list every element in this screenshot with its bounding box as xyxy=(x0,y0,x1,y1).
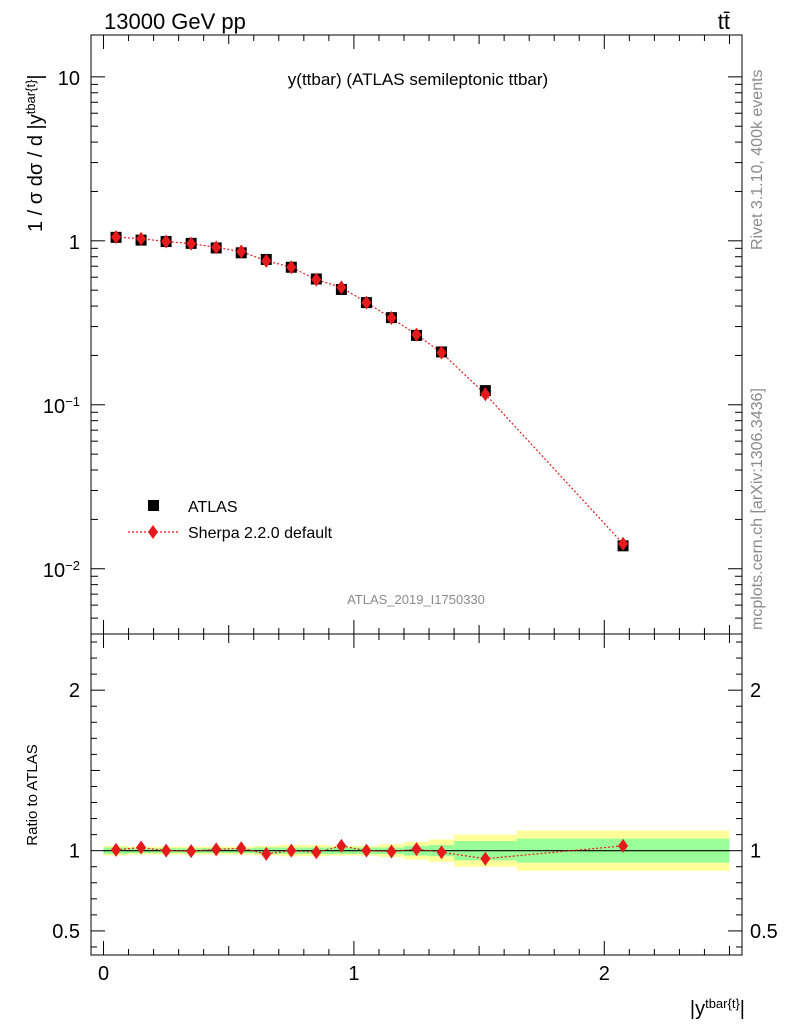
analysis-watermark: ATLAS_2019_I1750330 xyxy=(347,592,485,607)
x-tick-label: 2 xyxy=(599,963,610,985)
sherpa-point xyxy=(261,253,272,268)
legend-sherpa-marker xyxy=(148,525,158,539)
legend: ATLAS Sherpa 2.2.0 default xyxy=(128,499,333,542)
y-tick-label: 10−1 xyxy=(43,393,80,418)
ratio-sherpa-point xyxy=(618,838,629,853)
sherpa-point xyxy=(286,260,297,275)
legend-atlas-marker xyxy=(148,500,159,511)
ratio-panel-axes: 0.5 0.5 1 1 2 2 0 1 2 xyxy=(52,633,778,985)
ratio-y-axis-label: Ratio to ATLAS xyxy=(24,744,41,845)
sherpa-point xyxy=(236,244,247,259)
ratio-sherpa-point xyxy=(186,844,197,859)
ratio-sherpa-line xyxy=(115,845,624,860)
ratio-sherpa-point xyxy=(236,841,247,856)
sherpa-point xyxy=(211,240,222,255)
ratio-y-tick-label-left: 2 xyxy=(69,680,80,702)
ratio-sherpa-point xyxy=(411,842,422,857)
main-panel-markers xyxy=(110,230,629,552)
legend-atlas-label: ATLAS xyxy=(188,499,238,516)
sherpa-point xyxy=(386,311,397,326)
ratio-panel-curves xyxy=(115,845,624,860)
sherpa-point xyxy=(618,536,629,551)
header-energy-label: 13000 GeV pp xyxy=(104,9,246,34)
sherpa-point xyxy=(411,327,422,342)
svg-text:1 / σ dσ / d |ytbar{t}|: 1 / σ dσ / d |ytbar{t}| xyxy=(23,74,48,232)
y-tick-label: 1 xyxy=(69,232,80,254)
x-axis-label: |ytbar{t}| xyxy=(690,996,745,1021)
main-plot-title: y(ttbar) (ATLAS semileptonic ttbar) xyxy=(288,70,548,89)
ratio-y-tick-label-right: 0.5 xyxy=(750,921,778,943)
x-tick-label: 0 xyxy=(98,963,109,985)
ratio-sherpa-point xyxy=(480,851,491,866)
main-panel-curves xyxy=(115,236,624,545)
ratio-sherpa-point xyxy=(436,845,447,860)
ratio-sherpa-point xyxy=(211,842,222,857)
sherpa-point xyxy=(311,272,322,287)
sherpa-point xyxy=(480,387,491,402)
ratio-panel-markers xyxy=(111,838,629,866)
ratio-sherpa-point xyxy=(286,843,297,858)
sherpa-point xyxy=(336,280,347,295)
ratio-sherpa-point xyxy=(136,840,147,855)
ratio-y-tick-label-right: 1 xyxy=(750,841,761,863)
sherpa-point xyxy=(436,345,447,360)
ratio-sherpa-point xyxy=(386,844,397,859)
ratio-y-tick-label-left: 0.5 xyxy=(52,921,80,943)
sherpa-point xyxy=(161,234,172,249)
y-tick-label: 10−2 xyxy=(43,557,80,582)
mcplots-label: mcplots.cern.ch [arXiv:1306.3436] xyxy=(749,388,766,630)
svg-text:|ytbar{t}|: |ytbar{t}| xyxy=(690,996,745,1021)
ratio-y-tick-label-right: 2 xyxy=(750,680,761,702)
sherpa-point xyxy=(361,295,372,310)
ratio-sherpa-point xyxy=(336,838,347,853)
ratio-y-tick-label-left: 1 xyxy=(69,841,80,863)
rivet-version-label: Rivet 3.1.10, 400k events xyxy=(749,69,766,250)
sherpa-point xyxy=(111,230,122,245)
legend-sherpa-label: Sherpa 2.2.0 default xyxy=(188,525,333,542)
sherpa-line xyxy=(115,236,624,545)
ratio-sherpa-point xyxy=(311,845,322,860)
header-process-label: tt̄ xyxy=(718,9,730,34)
main-y-axis-label: 1 / σ dσ / d |ytbar{t}| xyxy=(23,74,48,232)
y-tick-label: 10 xyxy=(58,68,80,90)
sherpa-point xyxy=(136,231,147,246)
ratio-sherpa-point xyxy=(361,843,372,858)
ratio-sherpa-point xyxy=(261,846,272,861)
ratio-sherpa-point xyxy=(161,843,172,858)
main-panel-axes: 10−2 10−1 1 10 xyxy=(43,34,743,635)
ratio-frame xyxy=(90,633,743,956)
x-tick-label: 1 xyxy=(348,963,359,985)
sherpa-point xyxy=(186,236,197,251)
ratio-sherpa-point xyxy=(111,842,122,857)
